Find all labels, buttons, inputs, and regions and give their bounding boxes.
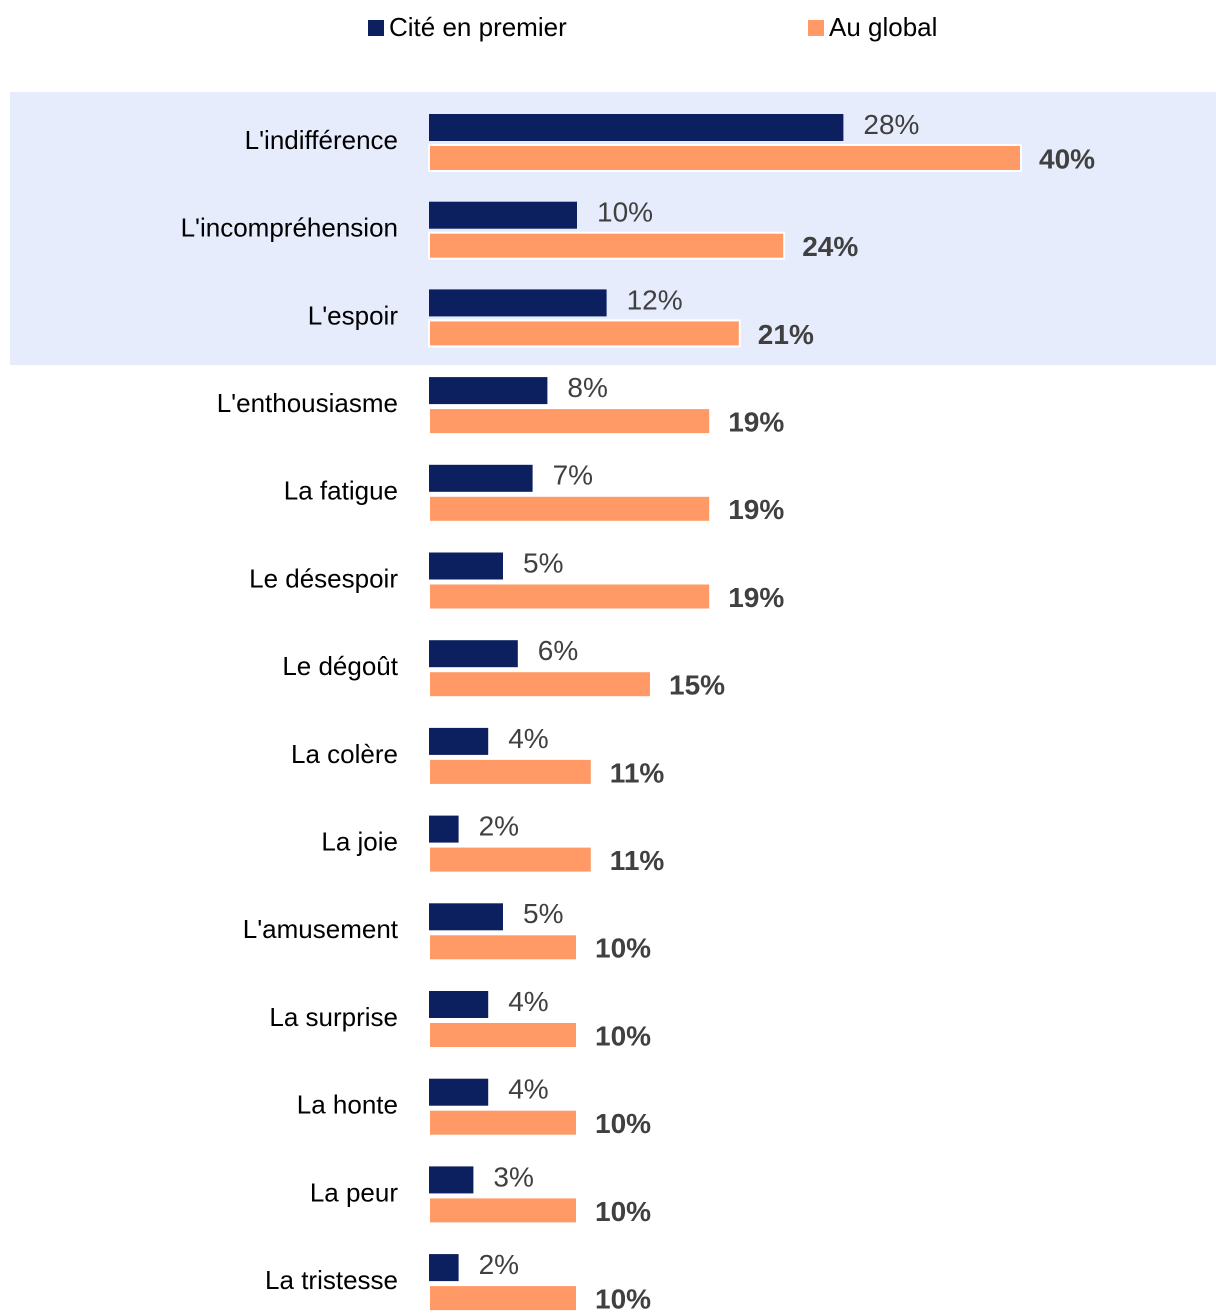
bar	[428, 670, 652, 699]
bar	[428, 407, 712, 436]
value-label: 7%	[553, 460, 593, 491]
bar	[428, 845, 593, 874]
bar	[429, 464, 533, 492]
bar	[429, 114, 844, 141]
value-label: 10%	[595, 1196, 651, 1227]
bar	[429, 1166, 474, 1194]
value-label: 12%	[627, 284, 683, 315]
bar	[429, 1078, 489, 1106]
value-label: 10%	[595, 1283, 651, 1313]
bar	[428, 231, 786, 260]
value-label: 10%	[597, 197, 653, 228]
category-label: L'amusement	[243, 914, 399, 944]
category-label: La honte	[297, 1090, 398, 1120]
value-label: 6%	[538, 635, 578, 666]
category-label: L'espoir	[308, 300, 399, 330]
value-label: 4%	[508, 986, 548, 1017]
bar	[429, 727, 489, 755]
category-label: L'enthousiasme	[217, 388, 398, 418]
bar	[429, 640, 518, 668]
value-label: 5%	[523, 547, 563, 578]
value-label: 8%	[567, 372, 607, 403]
bar	[428, 1021, 578, 1049]
bar	[428, 319, 741, 348]
value-label: 21%	[758, 319, 814, 350]
bar	[428, 757, 593, 786]
bar	[429, 201, 577, 229]
bar	[429, 289, 607, 317]
value-label: 11%	[610, 757, 665, 788]
category-label: Le désespoir	[249, 563, 398, 593]
bar	[428, 933, 578, 962]
value-label: 28%	[863, 109, 919, 140]
value-label: 10%	[595, 1020, 651, 1051]
value-label: 4%	[508, 723, 548, 754]
category-label: La fatigue	[284, 476, 398, 506]
category-label: La peur	[310, 1177, 399, 1207]
value-label: 4%	[508, 1074, 548, 1105]
value-label: 24%	[802, 231, 858, 262]
bar	[429, 1254, 459, 1282]
value-label: 19%	[728, 582, 784, 613]
value-label: 19%	[728, 406, 784, 437]
bar	[428, 1284, 578, 1313]
bar	[429, 377, 548, 405]
category-label: La tristesse	[265, 1265, 398, 1295]
bar	[428, 494, 712, 523]
bar	[428, 144, 1022, 172]
value-label: 5%	[523, 898, 563, 929]
bar	[429, 991, 489, 1018]
category-label: La joie	[321, 826, 398, 856]
legend-swatch	[368, 20, 384, 36]
category-label: Le dégoût	[282, 651, 398, 681]
value-label: 15%	[669, 670, 725, 701]
value-label: 11%	[610, 845, 665, 876]
bar	[428, 582, 712, 611]
legend-label: Cité en premier	[389, 12, 567, 42]
category-label: L'incompréhension	[181, 213, 398, 243]
value-label: 2%	[479, 810, 519, 841]
value-label: 2%	[479, 1249, 519, 1280]
category-label: La colère	[291, 739, 398, 769]
value-label: 10%	[595, 933, 651, 964]
bar	[428, 1196, 578, 1225]
value-label: 40%	[1039, 143, 1095, 174]
bar	[429, 903, 503, 931]
bar	[428, 1108, 578, 1137]
legend-label: Au global	[829, 12, 937, 42]
bar	[429, 815, 459, 843]
category-label: L'indifférence	[245, 125, 398, 155]
legend-swatch	[808, 20, 824, 36]
bar	[429, 552, 503, 580]
value-label: 3%	[493, 1161, 533, 1192]
value-label: 19%	[728, 494, 784, 525]
category-label: La surprise	[269, 1002, 398, 1032]
value-label: 10%	[595, 1108, 651, 1139]
